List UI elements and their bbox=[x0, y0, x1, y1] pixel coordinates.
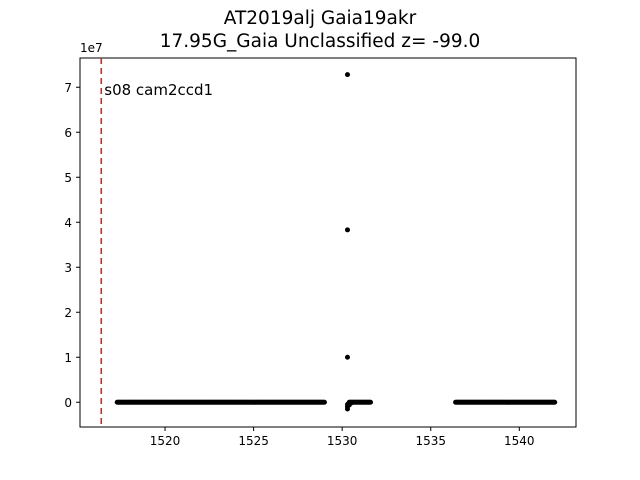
data-point bbox=[344, 227, 350, 233]
chart-title-line2: 17.95G_Gaia Unclassified z= -99.0 bbox=[159, 31, 481, 52]
ccd-annotation: s08 cam2ccd1 bbox=[104, 81, 213, 99]
y-offset-label: 1e7 bbox=[80, 41, 103, 55]
data-point bbox=[344, 406, 350, 412]
y-tick-label: 5 bbox=[64, 171, 72, 185]
chart-title-line1: AT2019alj Gaia19akr bbox=[223, 8, 417, 29]
plot-frame bbox=[79, 57, 577, 428]
y-tick-label: 1 bbox=[64, 351, 72, 365]
data-point bbox=[348, 400, 354, 406]
y-tick-label: 0 bbox=[64, 396, 72, 410]
data-point bbox=[344, 72, 350, 78]
y-tick-label: 4 bbox=[64, 216, 72, 230]
data-point bbox=[321, 399, 327, 405]
data-point bbox=[344, 354, 350, 360]
x-tick-label: 1530 bbox=[327, 434, 358, 448]
data-point bbox=[368, 399, 374, 405]
data-point bbox=[552, 399, 558, 405]
x-tick-label: 1525 bbox=[238, 434, 269, 448]
x-tick-label: 1535 bbox=[415, 434, 446, 448]
y-tick-label: 3 bbox=[64, 261, 72, 275]
y-tick-label: 2 bbox=[64, 306, 72, 320]
y-tick-label: 6 bbox=[64, 126, 72, 140]
x-tick-label: 1520 bbox=[150, 434, 181, 448]
y-tick-label: 7 bbox=[64, 81, 72, 95]
x-tick-label: 1540 bbox=[504, 434, 535, 448]
